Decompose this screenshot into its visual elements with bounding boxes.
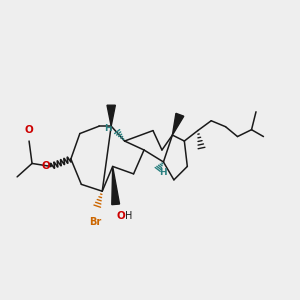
Text: H: H xyxy=(104,124,112,133)
Polygon shape xyxy=(112,167,119,205)
Polygon shape xyxy=(172,113,184,135)
Text: H: H xyxy=(159,168,167,177)
Text: O: O xyxy=(25,125,33,135)
Polygon shape xyxy=(107,105,116,126)
Text: O: O xyxy=(41,161,50,171)
Text: O: O xyxy=(117,211,125,221)
Text: Br: Br xyxy=(88,217,101,226)
Text: H: H xyxy=(124,211,132,221)
